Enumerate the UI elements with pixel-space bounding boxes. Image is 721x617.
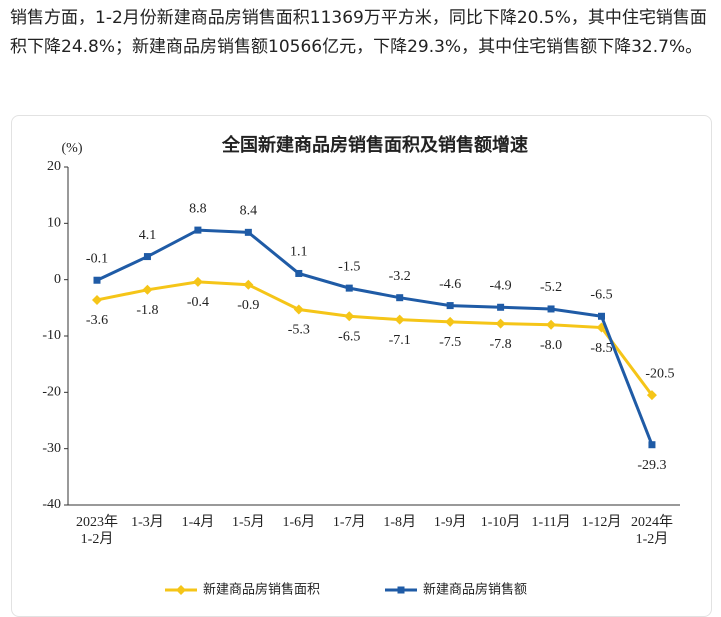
x-tick-label: 2023年 1-2月: [76, 514, 118, 547]
data-label: -5.2: [540, 280, 562, 295]
point: [243, 279, 254, 290]
legend-label: 新建商品房销售额: [423, 582, 527, 598]
y-tick-label: -20: [42, 385, 61, 400]
point: [344, 311, 355, 322]
data-label: -3.2: [389, 269, 411, 284]
data-label: -1.8: [136, 303, 158, 318]
series-line: [96, 228, 654, 446]
point: [445, 316, 456, 327]
x-tick-label: 1-12月: [582, 514, 622, 530]
point: [394, 314, 405, 325]
data-label: -3.6: [86, 313, 108, 328]
data-label: 8.8: [189, 201, 207, 216]
x-tick-label: 1-5月: [232, 514, 265, 530]
data-label: -0.1: [86, 251, 108, 266]
x-tick-label: 1-3月: [131, 514, 164, 530]
legend-marker: [397, 586, 405, 594]
point: [244, 228, 252, 236]
data-label: -6.5: [338, 330, 360, 345]
legend-marker: [176, 585, 186, 595]
y-tick-label: -10: [42, 328, 61, 343]
point: [547, 305, 555, 313]
point: [497, 303, 505, 311]
data-label: -20.5: [645, 366, 674, 381]
data-label: -5.3: [288, 323, 310, 338]
x-tick-label: 1-4月: [182, 514, 215, 530]
x-tick-label: 1-11月: [531, 514, 570, 530]
data-label: -7.1: [389, 333, 411, 348]
data-label: -29.3: [637, 458, 666, 473]
point: [293, 304, 304, 315]
data-label: 8.4: [240, 204, 258, 219]
point: [345, 284, 353, 292]
point: [192, 276, 203, 287]
x-tick-label: 2024年 1-2月: [631, 514, 673, 547]
point: [598, 312, 605, 320]
x-tick-label: 1-7月: [333, 514, 366, 530]
point: [92, 294, 102, 305]
point: [495, 318, 506, 329]
y-tick-label: -40: [42, 497, 61, 512]
data-label: -0.9: [237, 298, 259, 313]
point: [446, 302, 454, 310]
point: [648, 441, 656, 449]
y-tick-label: 0: [54, 272, 61, 287]
x-tick-label: 1-6月: [282, 514, 315, 530]
series-line: [96, 280, 654, 397]
data-label: -7.8: [490, 337, 512, 352]
chart-title: 全国新建商品房销售面积及销售额增速: [221, 134, 528, 156]
legend-label: 新建商品房销售面积: [203, 582, 320, 598]
data-label: -8.0: [540, 338, 562, 353]
point: [546, 319, 557, 330]
data-label: -0.4: [187, 295, 209, 310]
point: [93, 276, 101, 284]
point: [295, 269, 303, 277]
data-label: -4.6: [439, 277, 461, 292]
data-label: -4.9: [490, 278, 512, 293]
point: [396, 294, 404, 302]
point: [194, 226, 202, 234]
paragraph: 销售方面，1-2月份新建商品房销售面积11369万平方米，同比下降20.5%，其…: [10, 8, 707, 57]
data-label: 4.1: [139, 228, 157, 243]
data-label: -6.5: [590, 288, 612, 303]
x-tick-label: 1-10月: [481, 514, 521, 530]
data-label: 1.1: [290, 245, 308, 260]
point: [646, 390, 657, 401]
point: [143, 253, 151, 261]
x-tick-label: 1-9月: [434, 514, 467, 530]
data-label: -1.5: [338, 259, 360, 274]
x-tick-label: 1-8月: [383, 514, 416, 530]
data-label: -7.5: [439, 335, 461, 350]
data-label: -8.5: [590, 341, 612, 356]
y-axis-label: (%): [62, 141, 83, 156]
y-tick-label: -30: [42, 441, 61, 456]
point: [142, 284, 153, 295]
y-tick-label: 20: [47, 159, 61, 174]
y-tick-label: 10: [47, 216, 61, 231]
